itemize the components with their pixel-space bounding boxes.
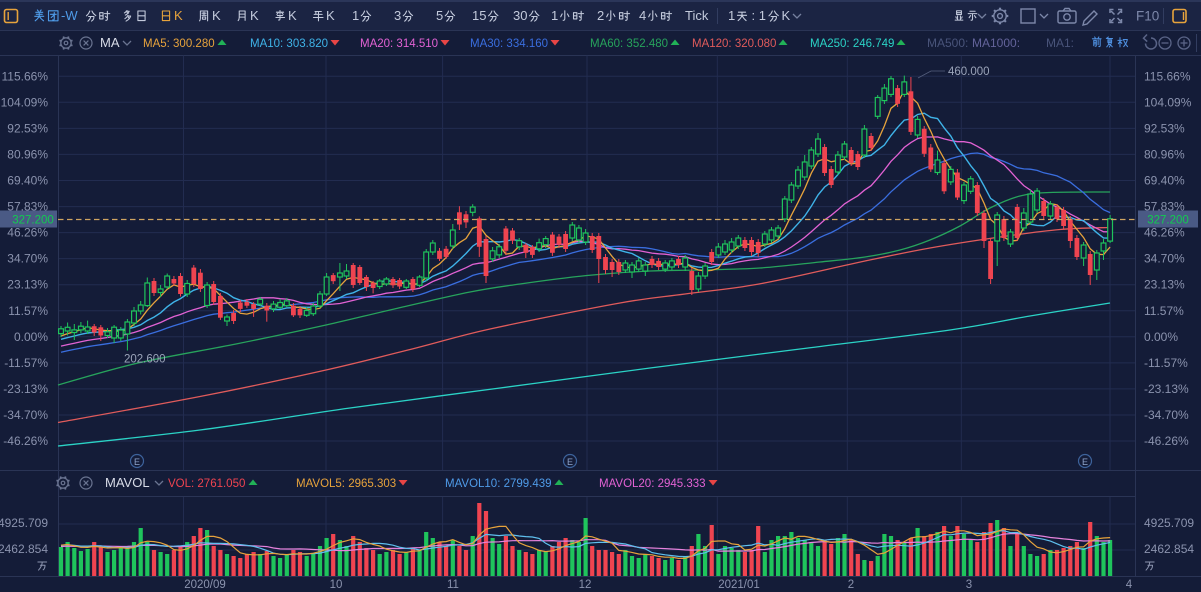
svg-text:MA5: 300.280: MA5: 300.280 bbox=[143, 38, 215, 50]
svg-text:57.83%: 57.83% bbox=[7, 200, 48, 214]
svg-text:69.40%: 69.40% bbox=[7, 174, 48, 188]
svg-text:MA250: 246.749: MA250: 246.749 bbox=[810, 38, 894, 50]
svg-text:-46.26%: -46.26% bbox=[3, 434, 48, 448]
svg-text:-23.13%: -23.13% bbox=[3, 382, 48, 396]
svg-text:-23.13%: -23.13% bbox=[1144, 382, 1189, 396]
svg-text:0.00%: 0.00% bbox=[14, 330, 48, 344]
svg-text:VOL: 2761.050: VOL: 2761.050 bbox=[168, 478, 245, 490]
svg-text:MA: MA bbox=[100, 35, 120, 50]
svg-text:115.66%: 115.66% bbox=[1144, 69, 1191, 83]
svg-text:MA60: 352.480: MA60: 352.480 bbox=[590, 38, 668, 50]
svg-text:4925.709: 4925.709 bbox=[0, 516, 48, 530]
svg-text:Tick: Tick bbox=[685, 8, 709, 23]
svg-text:2462.854: 2462.854 bbox=[0, 542, 48, 556]
svg-text:-W: -W bbox=[61, 8, 78, 23]
svg-text:2: 2 bbox=[597, 8, 604, 23]
svg-text:E: E bbox=[134, 457, 140, 467]
svg-text:5: 5 bbox=[436, 8, 443, 23]
svg-text:K: K bbox=[212, 8, 221, 23]
svg-text:15: 15 bbox=[472, 8, 486, 23]
svg-text:327.200: 327.200 bbox=[12, 215, 54, 227]
svg-text:K: K bbox=[782, 8, 791, 23]
svg-text:MAVOL: MAVOL bbox=[105, 475, 150, 490]
svg-text:10: 10 bbox=[330, 579, 343, 591]
svg-text:11: 11 bbox=[447, 579, 459, 591]
svg-text:E: E bbox=[567, 457, 573, 467]
svg-text:92.53%: 92.53% bbox=[7, 121, 48, 135]
svg-text:MA30: 334.160: MA30: 334.160 bbox=[470, 38, 548, 50]
svg-text:69.40%: 69.40% bbox=[1144, 174, 1185, 188]
svg-text:-46.26%: -46.26% bbox=[1144, 434, 1189, 448]
svg-text:1: 1 bbox=[352, 8, 359, 23]
svg-text:4: 4 bbox=[1126, 579, 1133, 591]
svg-text:E: E bbox=[1082, 457, 1088, 467]
svg-text:327.200: 327.200 bbox=[1147, 215, 1189, 227]
svg-text:MAVOL10: 2799.439: MAVOL10: 2799.439 bbox=[445, 478, 552, 490]
svg-text:115.66%: 115.66% bbox=[2, 69, 49, 83]
svg-text:K: K bbox=[174, 8, 183, 23]
svg-text:3: 3 bbox=[394, 8, 401, 23]
svg-text:4: 4 bbox=[639, 8, 646, 23]
svg-text:34.70%: 34.70% bbox=[1144, 252, 1185, 266]
svg-text:104.09%: 104.09% bbox=[1144, 95, 1192, 109]
svg-text:2020/09: 2020/09 bbox=[184, 579, 226, 591]
svg-text:MA120: 320.080: MA120: 320.080 bbox=[692, 38, 776, 50]
svg-text:1: 1 bbox=[551, 8, 558, 23]
svg-text:104.09%: 104.09% bbox=[1, 95, 49, 109]
svg-text:2462.854: 2462.854 bbox=[1144, 542, 1194, 556]
svg-text:MAVOL20: 2945.333: MAVOL20: 2945.333 bbox=[599, 478, 706, 490]
svg-text:202.600: 202.600 bbox=[124, 354, 166, 366]
svg-text:: 1: : 1 bbox=[752, 8, 766, 23]
svg-text:0.00%: 0.00% bbox=[1144, 330, 1178, 344]
svg-text:3: 3 bbox=[966, 579, 972, 591]
svg-text:K: K bbox=[250, 8, 259, 23]
svg-text:11.57%: 11.57% bbox=[8, 304, 48, 318]
svg-text:-34.70%: -34.70% bbox=[3, 408, 48, 422]
svg-text:MA500:: MA500: bbox=[927, 36, 968, 50]
svg-text:MA10: 303.820: MA10: 303.820 bbox=[250, 38, 328, 50]
svg-text:23.13%: 23.13% bbox=[7, 278, 48, 292]
svg-text:2021/01: 2021/01 bbox=[718, 579, 760, 591]
svg-text:460.000: 460.000 bbox=[948, 66, 990, 78]
svg-text:MA20: 314.510: MA20: 314.510 bbox=[360, 38, 438, 50]
svg-text:-11.57%: -11.57% bbox=[4, 356, 48, 370]
svg-text:F10: F10 bbox=[1136, 9, 1159, 24]
svg-text:K: K bbox=[288, 8, 297, 23]
svg-text:80.96%: 80.96% bbox=[7, 147, 48, 161]
svg-text:23.13%: 23.13% bbox=[1144, 278, 1185, 292]
svg-text:92.53%: 92.53% bbox=[1144, 121, 1185, 135]
svg-text:MA1000:: MA1000: bbox=[972, 36, 1020, 50]
svg-text:2: 2 bbox=[848, 579, 854, 591]
svg-text:11.57%: 11.57% bbox=[1144, 304, 1184, 318]
svg-text:4925.709: 4925.709 bbox=[1144, 516, 1194, 530]
svg-text:57.83%: 57.83% bbox=[1144, 200, 1185, 214]
svg-text:30: 30 bbox=[513, 8, 527, 23]
svg-text:80.96%: 80.96% bbox=[1144, 147, 1185, 161]
svg-text:34.70%: 34.70% bbox=[7, 252, 48, 266]
svg-text:MA1:: MA1: bbox=[1046, 36, 1074, 50]
svg-text:-11.57%: -11.57% bbox=[1144, 356, 1188, 370]
svg-text:12: 12 bbox=[579, 579, 592, 591]
svg-text:-34.70%: -34.70% bbox=[1144, 408, 1189, 422]
svg-text:K: K bbox=[326, 8, 335, 23]
svg-text:46.26%: 46.26% bbox=[1144, 226, 1185, 240]
svg-text:46.26%: 46.26% bbox=[7, 226, 48, 240]
svg-text:MAVOL5: 2965.303: MAVOL5: 2965.303 bbox=[296, 478, 396, 490]
svg-text:1: 1 bbox=[728, 8, 735, 23]
